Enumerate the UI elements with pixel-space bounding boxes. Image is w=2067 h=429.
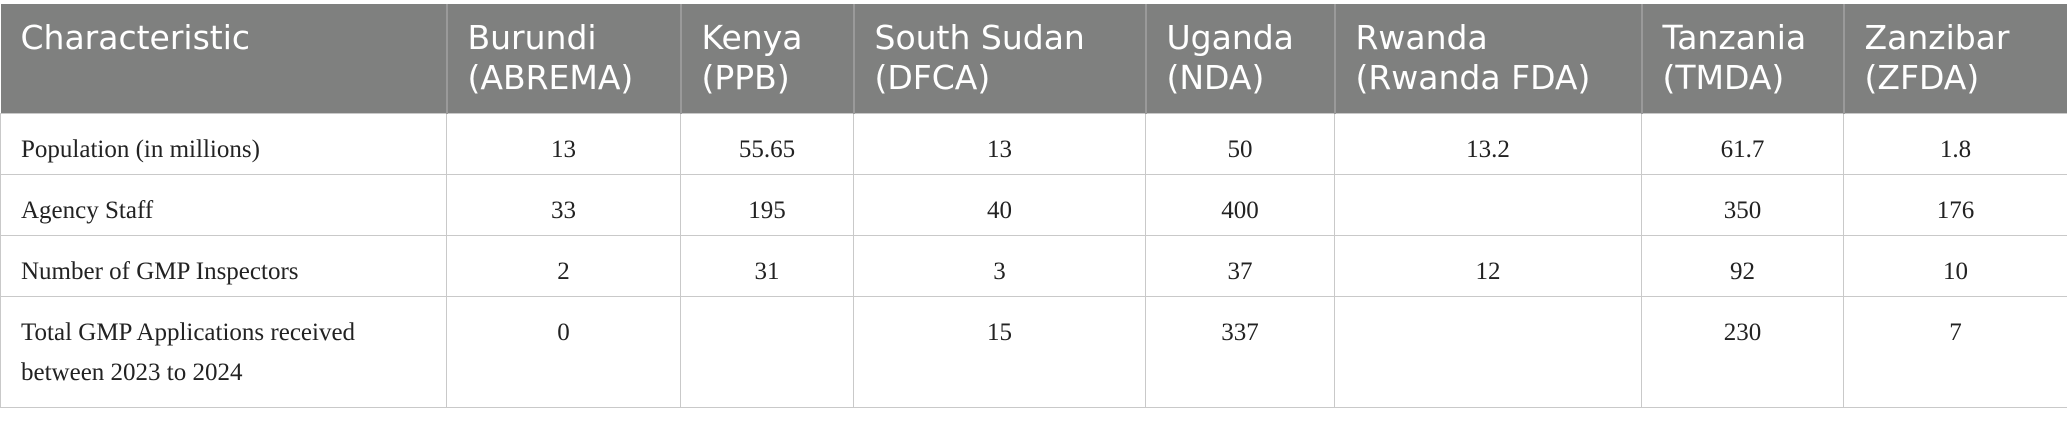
header-cell: Rwanda (Rwanda FDA) xyxy=(1333,4,1642,114)
header-cell: Characteristic xyxy=(0,4,447,114)
table-cell: 12 xyxy=(1334,235,1642,297)
table-cell: 0 xyxy=(446,296,681,408)
data-table: Characteristic Burundi (ABREMA) Kenya (PPB… xyxy=(0,4,2067,408)
table-cell: 350 xyxy=(1641,174,1844,236)
header-cell: Burundi (ABREMA) xyxy=(445,4,681,114)
table-cell: 10 xyxy=(1843,235,2067,297)
table-row: Agency Staff 33 195 40 400 350 176 xyxy=(0,174,2067,236)
header-row: Characteristic Burundi (ABREMA) Kenya (PPB… xyxy=(0,4,2067,114)
row-label: Number of GMP Inspectors xyxy=(0,235,447,297)
table-cell: 13.2 xyxy=(1334,113,1642,175)
table-cell: 13 xyxy=(446,113,681,175)
table-cell: 15 xyxy=(853,296,1146,408)
table-cell: 40 xyxy=(853,174,1146,236)
table-row: Total GMP Applications received between … xyxy=(0,296,2067,408)
row-label: Population (in millions) xyxy=(0,113,447,175)
table-cell: 1.8 xyxy=(1843,113,2067,175)
table-cell: 195 xyxy=(680,174,854,236)
table-cell: 337 xyxy=(1145,296,1335,408)
table-cell: 92 xyxy=(1641,235,1844,297)
table-cell: 61.7 xyxy=(1641,113,1844,175)
table-body: Population (in millions) 13 55.65 13 50 13.2 6… xyxy=(0,113,2067,408)
table-cell: 33 xyxy=(446,174,681,236)
table-cell: 55.65 xyxy=(680,113,854,175)
header-cell: Kenya (PPB) xyxy=(679,4,854,114)
header-cell: South Sudan (DFCA) xyxy=(852,4,1146,114)
table-cell: 2 xyxy=(446,235,681,297)
table-cell: 50 xyxy=(1145,113,1335,175)
table-cell: 230 xyxy=(1641,296,1844,408)
table-cell: 7 xyxy=(1843,296,2067,408)
table-cell: 31 xyxy=(680,235,854,297)
table-row: Population (in millions) 13 55.65 13 50 13.2 6… xyxy=(0,113,2067,175)
header-cell: Uganda (NDA) xyxy=(1144,4,1335,114)
row-label: Agency Staff xyxy=(0,174,447,236)
table-cell: 176 xyxy=(1843,174,2067,236)
table-cell: 400 xyxy=(1145,174,1335,236)
empty-cell xyxy=(1334,174,1642,236)
row-label: Total GMP Applications received between … xyxy=(0,296,447,408)
empty-cell xyxy=(680,296,854,408)
header-cell: Zanzibar (ZFDA) xyxy=(1842,4,2067,114)
table-container: Characteristic Burundi (ABREMA) Kenya (PPB… xyxy=(0,4,2067,408)
table-row: Number of GMP Inspectors 2 31 3 37 12 92 10 xyxy=(0,235,2067,297)
table-cell: 3 xyxy=(853,235,1146,297)
table-cell: 13 xyxy=(853,113,1146,175)
header-cell: Tanzania (TMDA) xyxy=(1640,4,1844,114)
table-cell: 37 xyxy=(1145,235,1335,297)
empty-cell xyxy=(1334,296,1642,408)
